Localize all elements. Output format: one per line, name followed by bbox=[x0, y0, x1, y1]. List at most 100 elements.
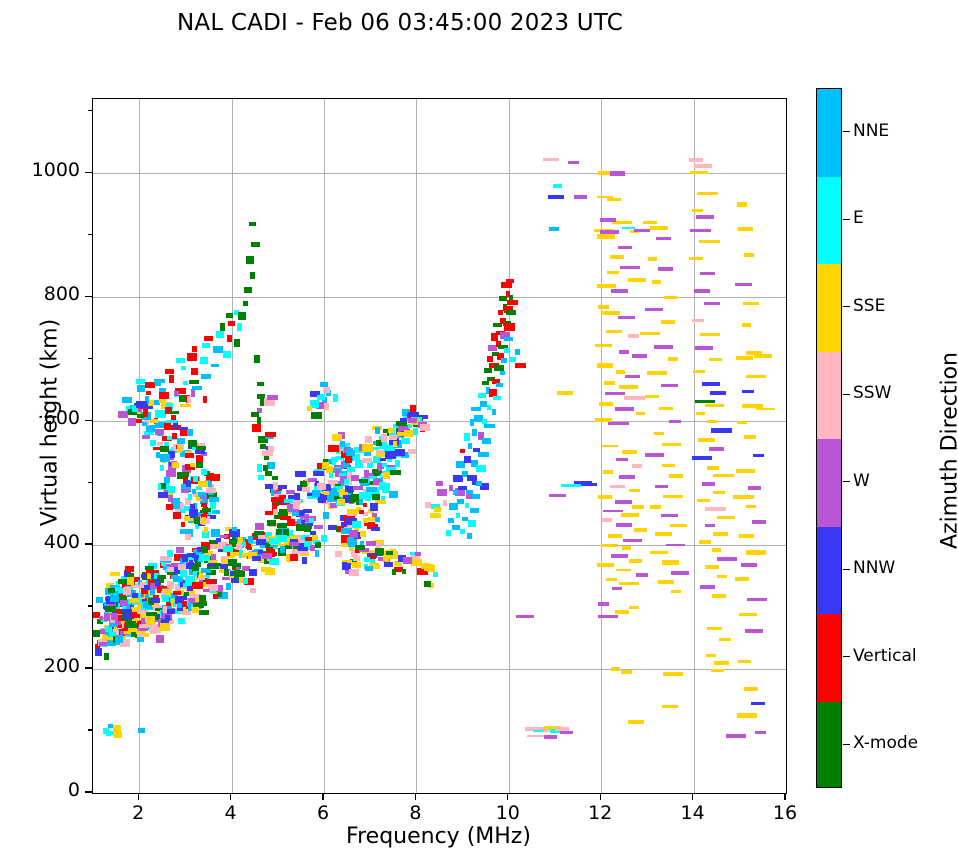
echo-mark bbox=[162, 435, 172, 442]
echo-mark bbox=[332, 485, 343, 491]
echo-mark bbox=[243, 286, 252, 294]
echo-mark bbox=[209, 544, 218, 550]
gridline-vertical bbox=[508, 99, 510, 793]
echo-mark bbox=[139, 623, 148, 628]
echo-mark bbox=[159, 392, 170, 400]
colorbar-segment-w[interactable] bbox=[817, 439, 841, 527]
echo-mark bbox=[181, 554, 188, 563]
echo-mark bbox=[188, 597, 197, 602]
echo-mark bbox=[120, 596, 128, 602]
echo-mark bbox=[200, 356, 208, 365]
echo-mark bbox=[195, 455, 203, 462]
echo-mark bbox=[189, 590, 195, 597]
echo-mark bbox=[360, 541, 365, 548]
x-axis-tick-label: 14 bbox=[680, 802, 705, 824]
colorbar-segment-sse[interactable] bbox=[817, 264, 841, 352]
colorbar-segment-vertical[interactable] bbox=[817, 614, 841, 702]
echo-mark bbox=[487, 405, 492, 410]
echo-mark bbox=[218, 591, 228, 600]
echo-mark bbox=[472, 447, 480, 452]
echo-mark bbox=[196, 494, 202, 501]
echo-mark bbox=[597, 284, 617, 288]
echo-mark bbox=[305, 536, 312, 542]
echo-mark bbox=[505, 290, 511, 297]
colorbar-segment-e[interactable] bbox=[817, 176, 841, 264]
echo-mark bbox=[409, 551, 416, 556]
echo-mark bbox=[391, 569, 396, 576]
echo-mark bbox=[155, 409, 165, 418]
echo-mark bbox=[132, 419, 142, 424]
echo-mark bbox=[155, 607, 166, 612]
echo-mark bbox=[137, 609, 149, 614]
echo-mark bbox=[693, 370, 706, 374]
echo-mark bbox=[163, 565, 169, 571]
echo-mark bbox=[283, 529, 289, 537]
colorbar-segment-x-mode[interactable] bbox=[817, 701, 841, 787]
echo-mark bbox=[349, 544, 355, 551]
echo-mark bbox=[191, 367, 199, 376]
echo-mark bbox=[615, 568, 631, 572]
echo-mark bbox=[249, 540, 260, 545]
echo-mark bbox=[269, 549, 276, 557]
echo-mark bbox=[351, 561, 362, 568]
echo-mark bbox=[543, 728, 554, 732]
echo-mark bbox=[623, 538, 642, 542]
echo-mark bbox=[316, 402, 327, 409]
echo-mark bbox=[198, 594, 206, 602]
echo-mark bbox=[409, 404, 416, 413]
echo-mark bbox=[120, 638, 131, 647]
echo-mark bbox=[155, 452, 160, 459]
echo-mark bbox=[186, 528, 194, 537]
echo-mark bbox=[268, 558, 280, 566]
colorbar[interactable] bbox=[816, 88, 842, 788]
y-axis-minor-tick bbox=[88, 357, 92, 359]
echo-mark bbox=[105, 582, 114, 591]
echo-mark bbox=[733, 494, 754, 499]
echo-mark bbox=[442, 500, 448, 506]
echo-mark bbox=[223, 545, 234, 552]
echo-mark bbox=[264, 398, 275, 407]
echo-mark bbox=[136, 384, 146, 392]
echo-mark bbox=[449, 484, 454, 492]
echo-mark bbox=[180, 569, 187, 577]
echo-mark bbox=[260, 398, 268, 407]
echo-mark bbox=[277, 484, 287, 490]
echo-mark bbox=[194, 517, 205, 525]
echo-mark bbox=[704, 523, 715, 527]
echo-mark bbox=[320, 488, 326, 494]
echo-mark bbox=[654, 345, 673, 349]
echo-mark bbox=[169, 410, 180, 415]
echo-mark bbox=[250, 241, 261, 248]
colorbar-segment-nne[interactable] bbox=[817, 89, 841, 177]
echo-mark bbox=[191, 607, 199, 613]
echo-mark bbox=[426, 565, 436, 573]
echo-mark bbox=[504, 305, 514, 314]
echo-mark bbox=[654, 484, 668, 488]
echo-mark bbox=[265, 568, 276, 575]
echo-mark bbox=[184, 515, 193, 522]
echo-mark bbox=[303, 509, 313, 513]
echo-mark bbox=[609, 171, 625, 176]
echo-mark bbox=[332, 393, 339, 402]
echo-mark bbox=[158, 395, 166, 404]
echo-mark bbox=[416, 568, 428, 575]
echo-mark bbox=[169, 375, 174, 383]
colorbar-segment-ssw[interactable] bbox=[817, 351, 841, 439]
echo-mark bbox=[618, 474, 635, 480]
echo-mark bbox=[468, 519, 476, 528]
x-axis-tick-label: 4 bbox=[224, 802, 237, 824]
echo-mark bbox=[690, 170, 708, 174]
echo-mark bbox=[156, 635, 164, 643]
echo-mark bbox=[744, 628, 763, 633]
echo-mark bbox=[370, 558, 375, 564]
echo-mark bbox=[136, 629, 146, 634]
echo-mark bbox=[633, 527, 648, 532]
echo-mark bbox=[665, 543, 685, 547]
echo-mark bbox=[160, 446, 170, 453]
echo-mark bbox=[360, 480, 370, 486]
colorbar-segment-nnw[interactable] bbox=[817, 526, 841, 614]
echo-mark bbox=[544, 725, 561, 729]
plot-area[interactable] bbox=[92, 98, 787, 794]
y-axis-minor-tick bbox=[88, 481, 92, 483]
